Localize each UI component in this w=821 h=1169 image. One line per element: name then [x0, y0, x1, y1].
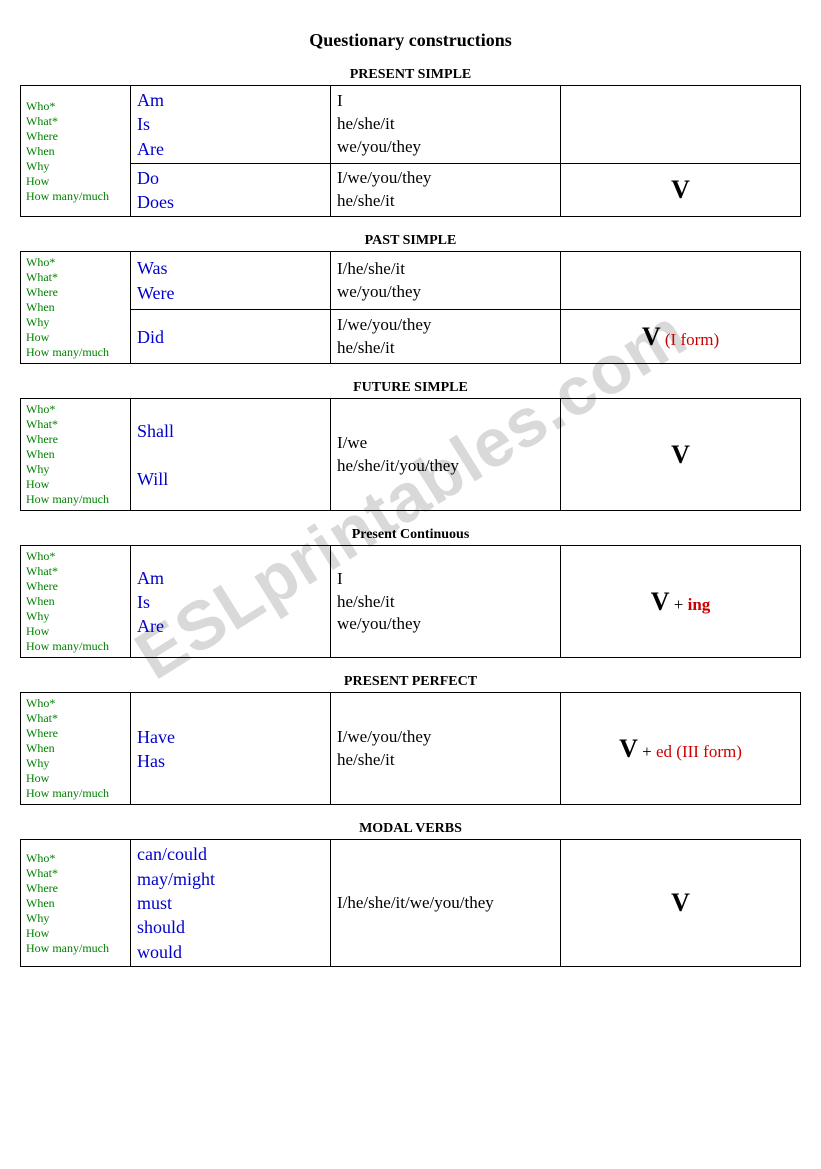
table-row: Who* What* Where When Why How How many/m… [21, 399, 801, 511]
verb-v: V [619, 734, 638, 763]
page-title: Questionary constructions [20, 30, 801, 51]
section-title-present-perfect: PRESENT PERFECT [20, 674, 801, 690]
section-title-present-simple: PRESENT SIMPLE [20, 67, 801, 83]
verb-v: V [642, 322, 661, 351]
verb-suffix: ed (III form) [656, 742, 742, 761]
table-present-perfect: Who* What* Where When Why How How many/m… [20, 692, 801, 805]
table-modal-verbs: Who* What* Where When Why How How many/m… [20, 839, 801, 966]
aux-cell: Shall Will [131, 399, 331, 511]
aux-cell: Did [131, 309, 331, 364]
aux-cell: Am Is Are [131, 546, 331, 658]
verb-plus: + [670, 595, 688, 614]
verb-cell: V [561, 840, 801, 966]
verb-suffix: ing [688, 595, 711, 614]
verb-v: V [671, 440, 690, 469]
question-words-cell: Who* What* Where When Why How How many/m… [21, 546, 131, 658]
subject-cell: I/we he/she/it/you/they [331, 399, 561, 511]
section-title-past-simple: PAST SIMPLE [20, 233, 801, 249]
verb-cell: V [561, 163, 801, 217]
verb-plus: + [638, 742, 656, 761]
table-past-simple: Who* What* Where When Why How How many/m… [20, 251, 801, 364]
table-row: Who* What* Where When Why How How many/m… [21, 693, 801, 805]
verb-cell: V (I form) [561, 309, 801, 364]
table-row: Who* What* Where When Why How How many/m… [21, 252, 801, 309]
aux-cell: Was Were [131, 252, 331, 309]
question-words-cell: Who* What* Where When Why How How many/m… [21, 693, 131, 805]
question-words-cell: Who* What* Where When Why How How many/m… [21, 252, 131, 364]
subject-cell: I/he/she/it/we/you/they [331, 840, 561, 966]
question-words-cell: Who* What* Where When Why How How many/m… [21, 399, 131, 511]
verb-v: V [651, 587, 670, 616]
verb-v: V [671, 175, 690, 204]
subject-cell: I/we/you/they he/she/it [331, 163, 561, 217]
question-words-cell: Who* What* Where When Why How How many/m… [21, 840, 131, 966]
verb-cell: V + ed (III form) [561, 693, 801, 805]
subject-cell: I/we/you/they he/she/it [331, 309, 561, 364]
aux-cell: can/could may/might must should would [131, 840, 331, 966]
section-title-present-continuous: Present Continuous [20, 527, 801, 543]
aux-cell: Am Is Are [131, 86, 331, 164]
subject-cell: I/he/she/it we/you/they [331, 252, 561, 309]
subject-cell: I he/she/it we/you/they [331, 86, 561, 164]
section-title-future-simple: FUTURE SIMPLE [20, 380, 801, 396]
table-row: Did I/we/you/they he/she/it V (I form) [21, 309, 801, 364]
verb-v: V [671, 888, 690, 917]
verb-note: (I form) [661, 330, 720, 349]
table-row: Who* What* Where When Why How How many/m… [21, 86, 801, 164]
table-row: Who* What* Where When Why How How many/m… [21, 840, 801, 966]
table-present-continuous: Who* What* Where When Why How How many/m… [20, 545, 801, 658]
table-future-simple: Who* What* Where When Why How How many/m… [20, 398, 801, 511]
subject-cell: I/we/you/they he/she/it [331, 693, 561, 805]
aux-cell: Do Does [131, 163, 331, 217]
verb-cell [561, 86, 801, 164]
section-title-modal-verbs: MODAL VERBS [20, 821, 801, 837]
verb-cell: V [561, 399, 801, 511]
question-words-cell: Who* What* Where When Why How How many/m… [21, 86, 131, 217]
verb-cell: V + ing [561, 546, 801, 658]
subject-cell: I he/she/it we/you/they [331, 546, 561, 658]
table-row: Do Does I/we/you/they he/she/it V [21, 163, 801, 217]
table-row: Who* What* Where When Why How How many/m… [21, 546, 801, 658]
table-present-simple: Who* What* Where When Why How How many/m… [20, 85, 801, 217]
verb-cell [561, 252, 801, 309]
document-content: Questionary constructions PRESENT SIMPLE… [20, 30, 801, 967]
aux-cell: Have Has [131, 693, 331, 805]
